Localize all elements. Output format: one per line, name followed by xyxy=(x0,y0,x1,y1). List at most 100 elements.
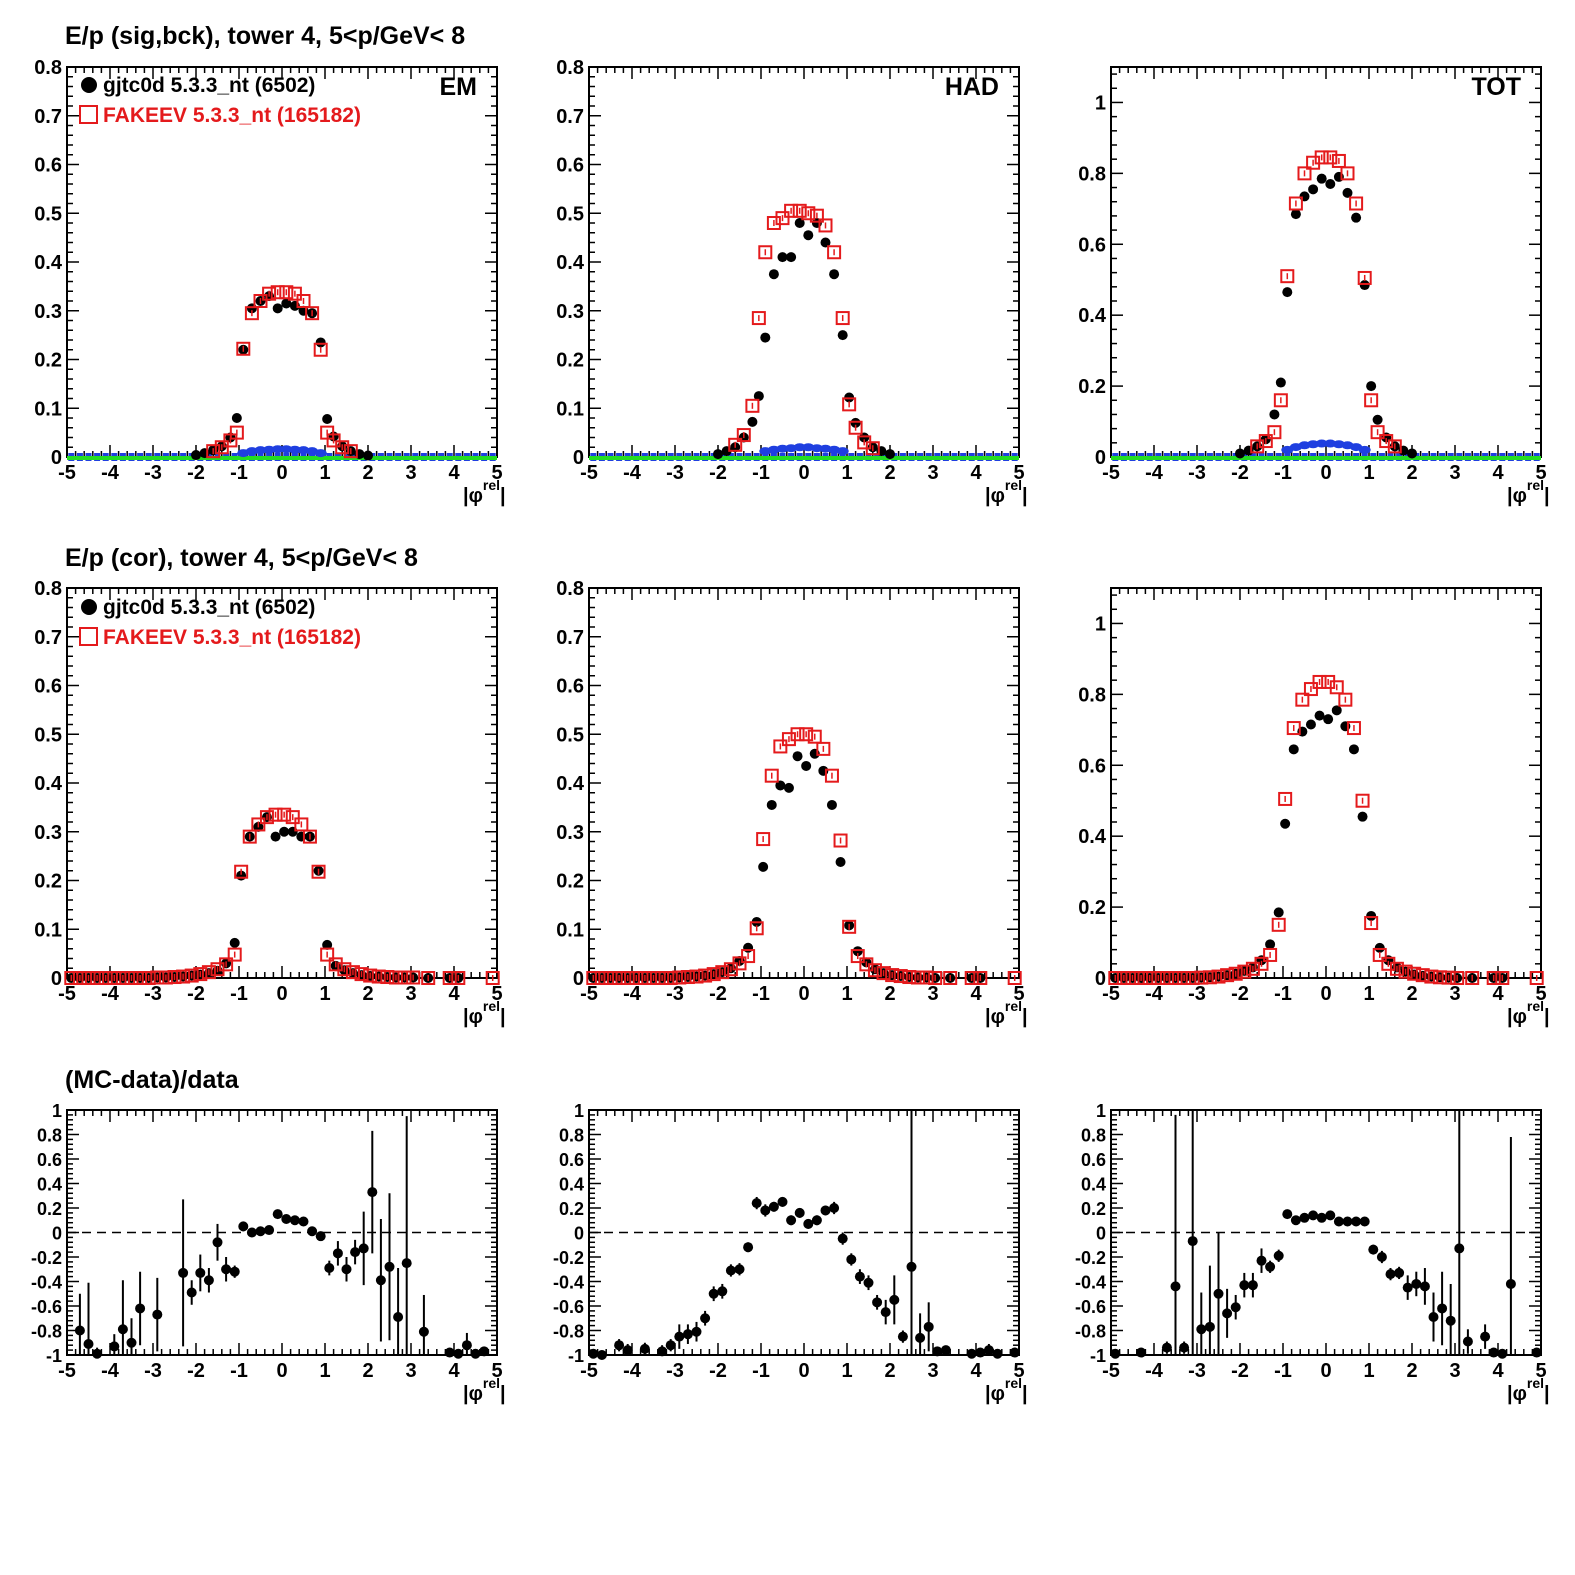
data-point xyxy=(1305,719,1316,730)
x-tick-label: 0 xyxy=(276,983,287,1005)
x-axis-label-bar: | xyxy=(1022,1383,1028,1405)
data-point xyxy=(829,269,840,280)
data-point xyxy=(186,1287,197,1298)
data-point xyxy=(1308,184,1319,195)
data-point xyxy=(264,1225,275,1236)
mc-point xyxy=(893,969,908,984)
mc-point xyxy=(236,341,251,356)
x-axis-label-sup: rel xyxy=(1005,477,1022,493)
mc-point xyxy=(784,203,799,218)
x-tick-label: -3 xyxy=(1188,1360,1206,1382)
x-axis-label-bar: | xyxy=(500,1383,506,1405)
data-point xyxy=(1282,1209,1293,1220)
data-point xyxy=(835,856,846,867)
x-tick-label: -1 xyxy=(1274,1360,1292,1382)
data-point xyxy=(588,1348,599,1359)
data-point xyxy=(743,1242,754,1253)
background-signal-point xyxy=(254,446,267,455)
data-point xyxy=(682,1329,693,1340)
mc-point xyxy=(867,963,882,978)
x-tick-label: -4 xyxy=(1145,983,1164,1005)
y-tick-label: 0.7 xyxy=(556,106,584,128)
row3-heading: (MC-data)/data xyxy=(65,1066,240,1094)
x-tick-label: 5 xyxy=(491,1360,502,1382)
panels: -5 -4 -3 -2 -1 0 1 2 3 4 5 0 0.1 0.2 0.3 0.4 0.5 0.6 0.7 0.… xyxy=(31,57,1550,1405)
data-point xyxy=(854,1271,865,1282)
data-point xyxy=(401,1258,412,1269)
data-point xyxy=(117,1324,128,1335)
data-point xyxy=(923,1321,934,1332)
y-tick-label: 0 xyxy=(573,968,584,990)
mc-point xyxy=(1159,971,1174,985)
data-point xyxy=(1359,1216,1370,1227)
mc-point xyxy=(637,971,652,985)
data-point xyxy=(768,1201,779,1212)
mc-point xyxy=(1278,791,1293,806)
y-tick-label: 0.2 xyxy=(556,350,584,372)
data-point xyxy=(1288,744,1299,755)
data-point xyxy=(852,946,863,957)
x-tick-label: -1 xyxy=(1274,462,1292,484)
mc-point xyxy=(756,832,771,847)
mc-point xyxy=(343,444,358,459)
mc-point xyxy=(1381,956,1396,971)
data-point xyxy=(966,1348,977,1359)
data-point xyxy=(1308,1210,1319,1221)
mc-point xyxy=(865,441,880,456)
x-tick-label: 0 xyxy=(1320,1360,1331,1382)
mc-point xyxy=(176,969,191,984)
mc-point xyxy=(210,962,225,977)
data-point xyxy=(803,1218,814,1229)
y-tick-label: 0.6 xyxy=(556,676,584,698)
mc-point xyxy=(799,727,814,742)
x-tick-label: 1 xyxy=(1363,462,1374,484)
x-tick-label: 2 xyxy=(362,1360,373,1382)
mc-point xyxy=(1364,393,1379,408)
y-tick-label: 0.1 xyxy=(556,398,584,420)
x-tick-label: -2 xyxy=(709,1360,727,1382)
data-point xyxy=(229,937,240,948)
data-point xyxy=(363,450,373,461)
data-point xyxy=(152,1309,163,1320)
panel-sig-bck-HAD: -5 -4 -3 -2 -1 0 1 2 3 4 5 0 0.1 0.2 0.3 0.4 0.5 0.6 0.7 0.… xyxy=(556,57,1027,507)
data-point xyxy=(479,1346,490,1357)
mc-point xyxy=(1312,674,1327,689)
data-point xyxy=(1316,1212,1327,1223)
data-point xyxy=(1273,1250,1284,1261)
data-point xyxy=(453,1348,464,1359)
data-point xyxy=(255,1226,266,1237)
data-point xyxy=(1299,1212,1310,1223)
mc-point xyxy=(964,971,979,985)
x-tick-label: 5 xyxy=(1013,983,1024,1005)
data-point xyxy=(444,1347,455,1358)
y-tick-label: 0 xyxy=(574,1224,584,1244)
data-point xyxy=(1235,448,1245,459)
x-axis-label-bar: | xyxy=(1544,1383,1550,1405)
y-tick-label: -0.6 xyxy=(553,1297,584,1317)
panel-sig-bck-EM: -5 -4 -3 -2 -1 0 1 2 3 4 5 0 0.1 0.2 0.3 0.4 0.5 0.6 0.7 0.… xyxy=(34,57,505,507)
x-tick-label: 2 xyxy=(362,983,373,1005)
y-tick-label: 0.5 xyxy=(556,724,584,746)
background-signal-point xyxy=(810,444,823,453)
x-axis-label-bar: | xyxy=(500,485,506,507)
x-tick-label: 1 xyxy=(1363,983,1374,1005)
mc-point xyxy=(775,211,790,226)
mc-point xyxy=(302,829,317,844)
x-tick-label: -4 xyxy=(101,983,120,1005)
x-tick-label: 0 xyxy=(1320,983,1331,1005)
mc-point xyxy=(1108,971,1123,985)
mc-point xyxy=(234,864,249,879)
data-point xyxy=(1196,1324,1207,1335)
x-tick-label: -5 xyxy=(58,1360,76,1382)
background-signal-point xyxy=(1358,445,1371,454)
x-tick-label: 0 xyxy=(798,983,809,1005)
data-point xyxy=(1394,1267,1405,1278)
mc-point xyxy=(442,971,457,985)
x-tick-label: 5 xyxy=(491,462,502,484)
data-point xyxy=(872,1297,883,1308)
x-tick-label: 3 xyxy=(405,1360,416,1382)
data-point xyxy=(231,413,242,423)
data-point xyxy=(1497,1348,1508,1359)
mc-point xyxy=(612,971,627,985)
data-point xyxy=(246,1227,257,1238)
